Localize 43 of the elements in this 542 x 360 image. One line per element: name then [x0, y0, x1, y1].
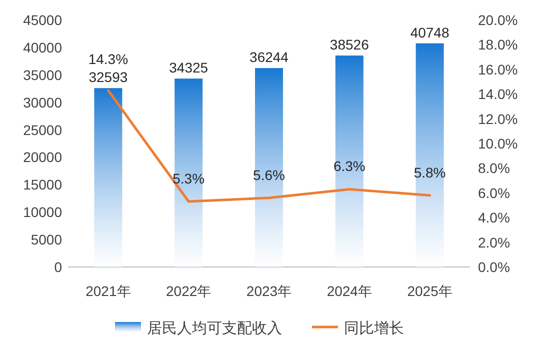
y2-tick-label: 12.0% [478, 110, 518, 127]
y2-tick-label: 2.0% [478, 234, 510, 250]
y-tick-label: 20000 [23, 149, 62, 166]
x-tick-label: 2023年 [246, 283, 292, 299]
bar [335, 56, 364, 267]
data-label: 5.3% [172, 170, 205, 187]
y2-tick-label: 6.0% [478, 184, 510, 201]
x-tick-label: 2025年 [407, 283, 452, 299]
data-label: 38526 [330, 36, 370, 53]
y2-tick-label: 20.0% [478, 12, 518, 28]
data-label: 32593 [88, 69, 128, 86]
legend-label: 居民人均可支配收入 [147, 320, 282, 337]
bar [94, 88, 122, 267]
y-tick-label: 30000 [23, 94, 62, 110]
data-label: 5.8% [414, 164, 446, 180]
x-tick-label: 2021年 [86, 283, 131, 299]
y2-tick-label: 8.0% [478, 160, 510, 176]
y2-tick-label: 0.0% [478, 259, 510, 275]
x-tick-label: 2022年 [166, 283, 212, 299]
x-tick-label: 2024年 [326, 283, 372, 299]
y-tick-label: 15000 [23, 176, 62, 193]
data-label: 6.3% [333, 158, 366, 174]
bar [416, 43, 444, 267]
y-tick-label: 5000 [30, 232, 62, 248]
y2-tick-label: 10.0% [478, 136, 518, 152]
bar [255, 68, 283, 267]
y-tick-label: 40000 [23, 39, 62, 56]
legend-label: 同比增长 [344, 320, 404, 337]
y-tick-label: 10000 [23, 204, 62, 220]
y2-tick-label: 16.0% [478, 61, 518, 78]
y-tick-label: 35000 [23, 66, 62, 83]
y2-tick-label: 4.0% [478, 210, 510, 226]
y-tick-label: 0 [54, 259, 62, 275]
y2-tick-label: 18.0% [478, 36, 518, 53]
data-label: 5.6% [253, 166, 285, 183]
y-tick-label: 45000 [23, 12, 62, 28]
data-label: 40748 [410, 24, 450, 40]
bar [174, 78, 203, 267]
data-label: 14.3% [88, 51, 128, 68]
data-label: 36244 [250, 49, 289, 66]
data-label: 34325 [169, 60, 208, 76]
y2-tick-label: 14.0% [478, 86, 518, 102]
y-tick-label: 25000 [23, 122, 62, 138]
